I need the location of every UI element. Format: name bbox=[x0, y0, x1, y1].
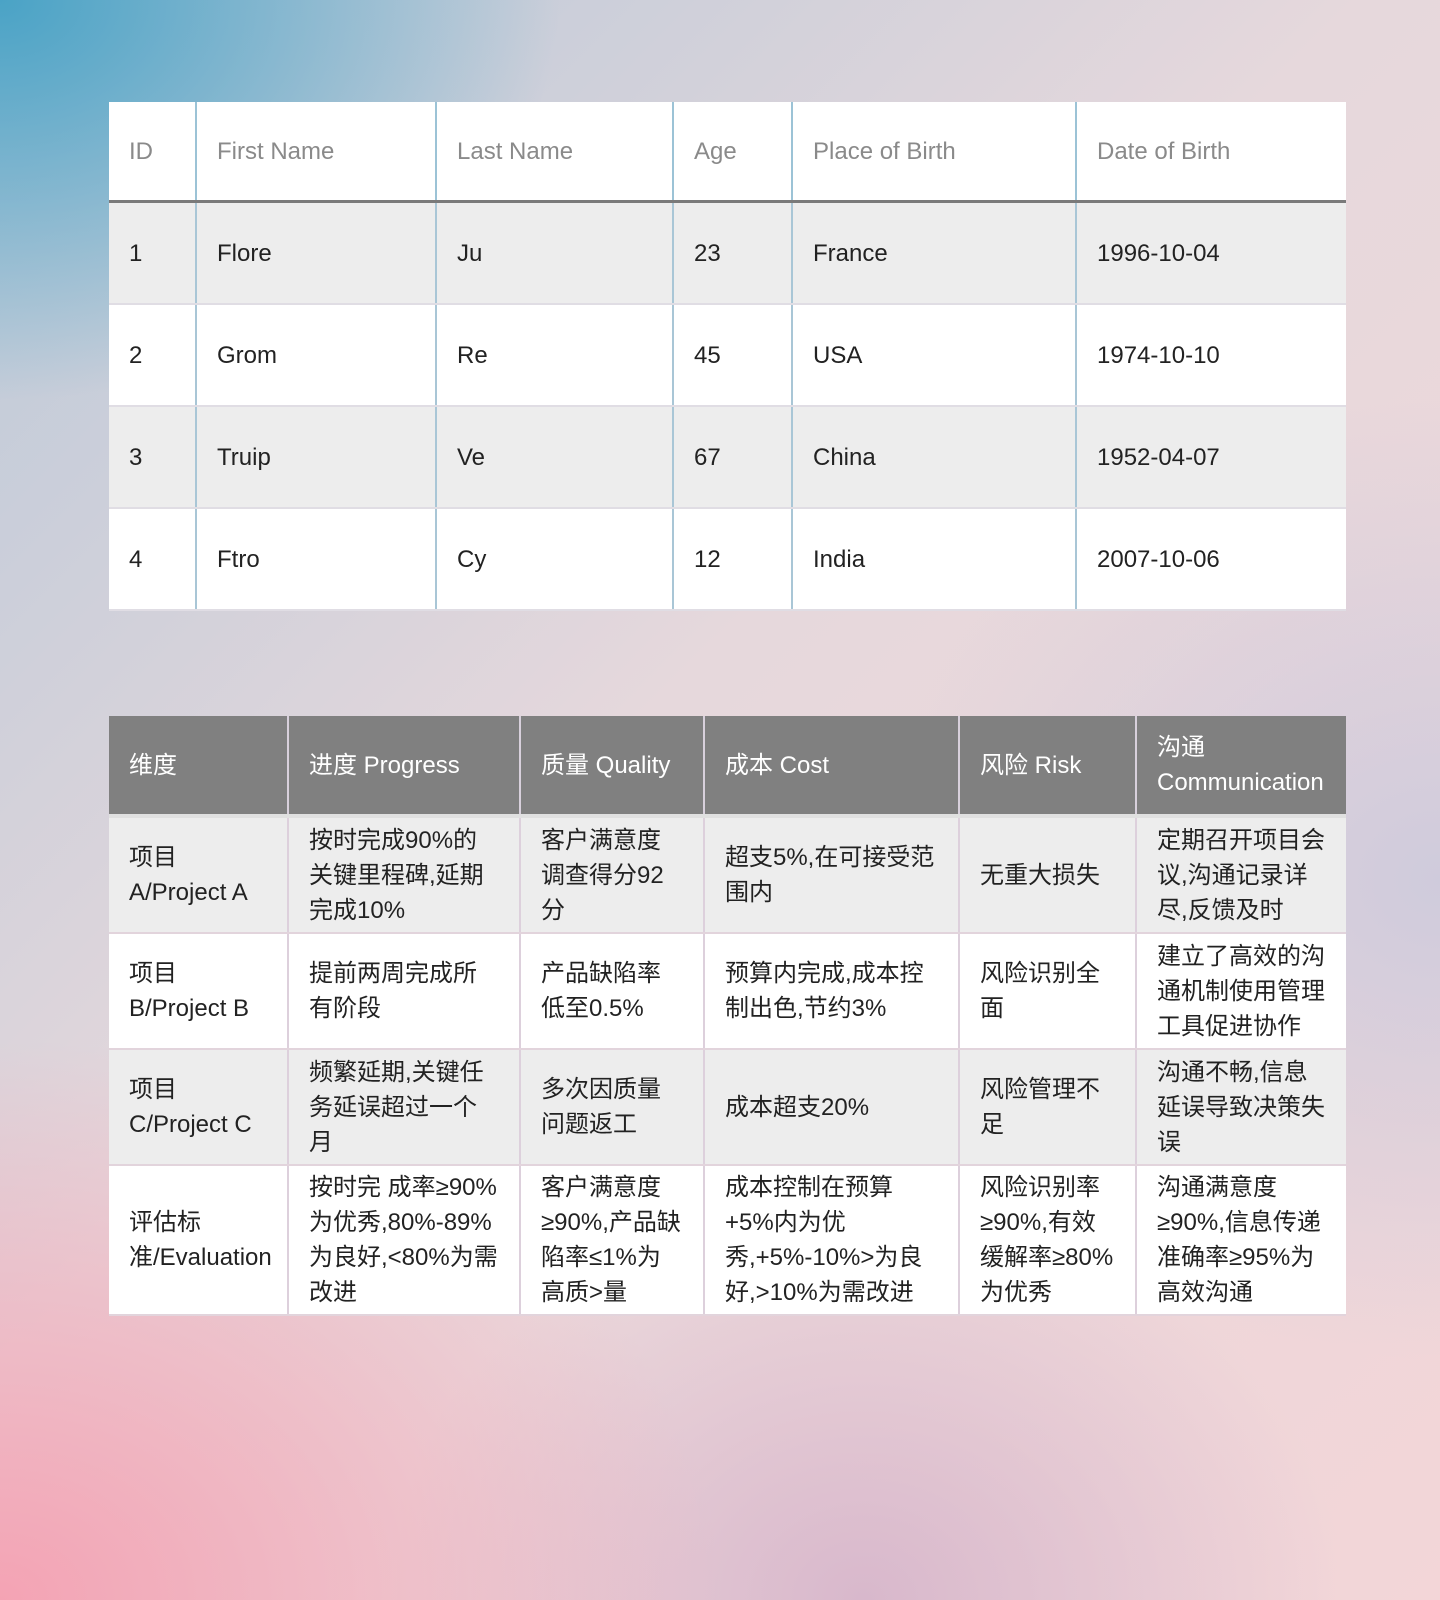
table-cell: France bbox=[792, 201, 1077, 305]
table-cell: 多次因质量问题返工 bbox=[520, 1049, 705, 1166]
table-cell: 成本控制在预算+5%内为优秀,+5%-10%>为良好,>10%为需改进 bbox=[704, 1165, 960, 1316]
table-cell: 23 bbox=[673, 201, 793, 305]
column-header-cost: 成本 Cost bbox=[704, 716, 960, 818]
table-cell: 4 bbox=[109, 508, 197, 611]
table-cell: 提前两周完成所有阶段 bbox=[288, 933, 521, 1050]
table-cell: Ftro bbox=[196, 508, 437, 611]
column-header-age: Age bbox=[673, 102, 793, 203]
table-cell: 预算内完成,成本控制出色,节约3% bbox=[704, 933, 960, 1050]
table-cell: Truip bbox=[196, 406, 437, 509]
table-cell: 客户满意度调查得分92分 bbox=[520, 816, 705, 934]
table-cell: Re bbox=[436, 304, 674, 407]
table-cell: 1996-10-04 bbox=[1076, 201, 1346, 305]
table-cell: 成本超支20% bbox=[704, 1049, 960, 1166]
table-cell: 12 bbox=[673, 508, 793, 611]
table-cell: 67 bbox=[673, 406, 793, 509]
column-header-progress: 进度 Progress bbox=[288, 716, 521, 818]
table-cell: 风险管理不足 bbox=[959, 1049, 1137, 1166]
table-cell: India bbox=[792, 508, 1077, 611]
table-row: 评估标准/Evaluation 按时完 成率≥90%为优秀,80%-89%为良好,… bbox=[109, 1165, 1346, 1316]
column-header-last-name: Last Name bbox=[436, 102, 674, 203]
column-header-risk: 风险 Risk bbox=[959, 716, 1137, 818]
table-cell: USA bbox=[792, 304, 1077, 407]
table-cell: 频繁延期,关键任务延误超过一个月 bbox=[288, 1049, 521, 1166]
table-row: 1 Flore Ju 23 France 1996-10-04 bbox=[109, 201, 1346, 305]
table-cell: 2 bbox=[109, 304, 197, 407]
table-cell: 超支5%,在可接受范围内 bbox=[704, 816, 960, 934]
table-row: 项目B/Project B 提前两周完成所有阶段 产品缺陷率低至0.5% 预算内完成,… bbox=[109, 933, 1346, 1050]
table-cell: 按时完 成率≥90%为优秀,80%-89%为良好,<80%为需改进 bbox=[288, 1165, 521, 1316]
table-cell: 1952-04-07 bbox=[1076, 406, 1346, 509]
column-header-date-of-birth: Date of Birth bbox=[1076, 102, 1346, 203]
table-cell: 无重大损失 bbox=[959, 816, 1137, 934]
table-row: 3 Truip Ve 67 China 1952-04-07 bbox=[109, 406, 1346, 509]
table-cell: Ve bbox=[436, 406, 674, 509]
table-cell: 评估标准/Evaluation bbox=[109, 1165, 289, 1316]
table-cell: Grom bbox=[196, 304, 437, 407]
column-header-communication: 沟通 Communication bbox=[1136, 716, 1346, 818]
table-cell: 风险识别率≥90%,有效缓解率≥80%为优秀 bbox=[959, 1165, 1137, 1316]
table-cell: 项目C/Project C bbox=[109, 1049, 289, 1166]
table-cell: Cy bbox=[436, 508, 674, 611]
table-cell: 项目B/Project B bbox=[109, 933, 289, 1050]
table-cell: 按时完成90%的关键里程碑,延期完成10% bbox=[288, 816, 521, 934]
table-cell: 45 bbox=[673, 304, 793, 407]
header-row: 维度 进度 Progress 质量 Quality 成本 Cost 风险 Ris… bbox=[109, 716, 1346, 818]
table-cell: Flore bbox=[196, 201, 437, 305]
column-header-dimension: 维度 bbox=[109, 716, 289, 818]
table-cell: Ju bbox=[436, 201, 674, 305]
table-cell: 沟通不畅,信息延误导致决策失误 bbox=[1136, 1049, 1346, 1166]
column-header-id: ID bbox=[109, 102, 197, 203]
table-cell: 建立了高效的沟通机制使用管理工具促进协作 bbox=[1136, 933, 1346, 1050]
table-cell: 客户满意度≥90%,产品缺陷率≤1%为高质>量 bbox=[520, 1165, 705, 1316]
project-evaluation-table: 维度 进度 Progress 质量 Quality 成本 Cost 风险 Ris… bbox=[109, 716, 1346, 1316]
table-cell: 沟通满意度≥90%,信息传递准确率≥95%为高效沟通 bbox=[1136, 1165, 1346, 1316]
column-header-first-name: First Name bbox=[196, 102, 437, 203]
table-row: 项目A/Project A 按时完成90%的关键里程碑,延期完成10% 客户满意度调… bbox=[109, 816, 1346, 934]
table-cell: 1974-10-10 bbox=[1076, 304, 1346, 407]
people-table: ID First Name Last Name Age Place of Bir… bbox=[109, 102, 1346, 611]
header-row: ID First Name Last Name Age Place of Bir… bbox=[109, 102, 1346, 203]
table-cell: 产品缺陷率低至0.5% bbox=[520, 933, 705, 1050]
table-cell: 风险识别全面 bbox=[959, 933, 1137, 1050]
table-row: 2 Grom Re 45 USA 1974-10-10 bbox=[109, 304, 1346, 407]
table-cell: 项目A/Project A bbox=[109, 816, 289, 934]
column-header-place-of-birth: Place of Birth bbox=[792, 102, 1077, 203]
table-cell: 1 bbox=[109, 201, 197, 305]
table-cell: 3 bbox=[109, 406, 197, 509]
table-row: 项目C/Project C 频繁延期,关键任务延误超过一个月 多次因质量问题返工 成本… bbox=[109, 1049, 1346, 1166]
table-cell: China bbox=[792, 406, 1077, 509]
column-header-quality: 质量 Quality bbox=[520, 716, 705, 818]
table-cell: 2007-10-06 bbox=[1076, 508, 1346, 611]
table-cell: 定期召开项目会议,沟通记录详尽,反馈及时 bbox=[1136, 816, 1346, 934]
table-row: 4 Ftro Cy 12 India 2007-10-06 bbox=[109, 508, 1346, 611]
